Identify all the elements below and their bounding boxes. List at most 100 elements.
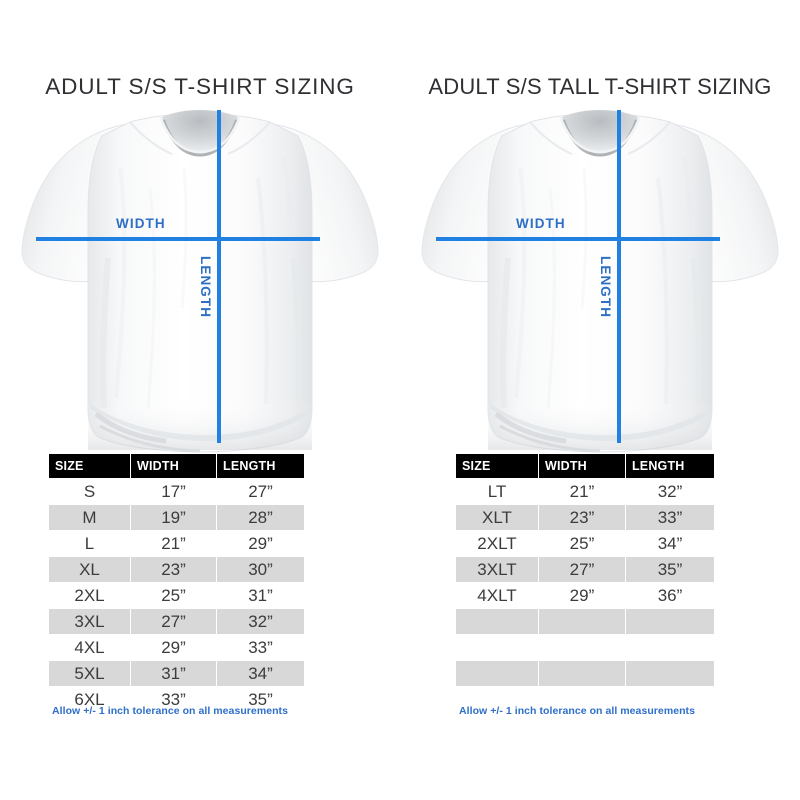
cell-width: 27” [538, 557, 625, 582]
cell-size [456, 635, 538, 660]
table-row: LT 21” 32” [456, 479, 714, 504]
cell-length: 32” [217, 609, 304, 634]
cell-size: L [49, 531, 130, 556]
length-measure-line [617, 110, 621, 443]
cell-length: 29” [217, 531, 304, 556]
cell-length: 32” [625, 479, 714, 504]
column-header-size: SIZE [456, 454, 538, 478]
table-row: 4XL 29” 33” [49, 635, 304, 660]
cell-length: 28” [217, 505, 304, 530]
width-measure-label: WIDTH [516, 216, 566, 231]
width-measure-label: WIDTH [116, 216, 166, 231]
page-title-adult-ss-tall: ADULT S/S TALL T-SHIRT SIZING [428, 74, 772, 99]
cell-size [456, 661, 538, 686]
cell-size: S [49, 479, 130, 504]
cell-width: 23” [538, 505, 625, 530]
cell-size [456, 687, 538, 712]
cell-width: 33” [131, 687, 216, 712]
cell-length: 33” [625, 505, 714, 530]
table-row: 6XL 33” 35” [49, 687, 304, 712]
table-row: 3XLT 27” 35” [456, 557, 714, 582]
tshirt-diagram-adult-ss-tall: WIDTH LENGTH [412, 108, 788, 453]
cell-width: 23” [131, 557, 216, 582]
panel-adult-ss-tall: ADULT S/S TALL T-SHIRT SIZING [400, 0, 800, 800]
cell-size: 4XLT [456, 583, 538, 608]
column-header-size: SIZE [49, 454, 130, 478]
table-header-row: SIZE WIDTH LENGTH [49, 454, 304, 478]
cell-width: 17” [131, 479, 216, 504]
cell-length [625, 687, 714, 712]
cell-size: 3XLT [456, 557, 538, 582]
cell-size: XL [49, 557, 130, 582]
tolerance-note: Allow +/- 1 inch tolerance on all measur… [459, 705, 695, 717]
size-table-adult-ss-tall: SIZE WIDTH LENGTH LT 21” 32” XLT 23” 33”… [455, 453, 715, 713]
cell-length: 34” [625, 531, 714, 556]
cell-size: XLT [456, 505, 538, 530]
cell-size: LT [456, 479, 538, 504]
cell-width: 31” [131, 661, 216, 686]
cell-length: 35” [625, 557, 714, 582]
table-row: XL 23” 30” [49, 557, 304, 582]
cell-length [625, 635, 714, 660]
table-row: M 19” 28” [49, 505, 304, 530]
cell-size: 2XL [49, 583, 130, 608]
tshirt-diagram-adult-ss: WIDTH LENGTH [12, 108, 388, 453]
column-header-width: WIDTH [131, 454, 216, 478]
cell-width: 21” [131, 531, 216, 556]
length-measure-label: LENGTH [198, 256, 213, 319]
cell-size: M [49, 505, 130, 530]
cell-length: 31” [217, 583, 304, 608]
table-row-empty [456, 687, 714, 712]
cell-size: 6XL [49, 687, 130, 712]
cell-width [538, 661, 625, 686]
size-table-adult-ss: SIZE WIDTH LENGTH S 17” 27” M 19” 28” L [48, 453, 305, 713]
table-row-empty [456, 609, 714, 634]
table-row: S 17” 27” [49, 479, 304, 504]
cell-width: 21” [538, 479, 625, 504]
cell-length: 33” [217, 635, 304, 660]
cell-length [625, 609, 714, 634]
table-row: 2XL 25” 31” [49, 583, 304, 608]
cell-width: 27” [131, 609, 216, 634]
cell-width: 29” [131, 635, 216, 660]
cell-size [456, 609, 538, 634]
length-measure-line [217, 110, 221, 443]
cell-size: 4XL [49, 635, 130, 660]
table-row-empty [456, 661, 714, 686]
cell-length: 30” [217, 557, 304, 582]
table-row: 2XLT 25” 34” [456, 531, 714, 556]
cell-length [625, 661, 714, 686]
cell-width: 25” [538, 531, 625, 556]
cell-width [538, 635, 625, 660]
cell-length: 35” [217, 687, 304, 712]
column-header-width: WIDTH [538, 454, 625, 478]
table-row: L 21” 29” [49, 531, 304, 556]
cell-size: 5XL [49, 661, 130, 686]
width-measure-line [436, 237, 720, 241]
table-row: 4XLT 29” 36” [456, 583, 714, 608]
column-header-length: LENGTH [217, 454, 304, 478]
cell-length: 27” [217, 479, 304, 504]
panel-adult-ss: ADULT S/S T-SHIRT SIZING [12, 74, 388, 717]
column-header-length: LENGTH [625, 454, 714, 478]
table-row: XLT 23” 33” [456, 505, 714, 530]
cell-width: 25” [131, 583, 216, 608]
tshirt-illustration [21, 110, 379, 453]
page-title-adult-ss: ADULT S/S T-SHIRT SIZING [45, 74, 355, 99]
tolerance-note: Allow +/- 1 inch tolerance on all measur… [52, 705, 288, 717]
cell-size: 3XL [49, 609, 130, 634]
table-row: 5XL 31” 34” [49, 661, 304, 686]
table-row-empty [456, 635, 714, 660]
cell-width [538, 609, 625, 634]
table-row: 3XL 27” 32” [49, 609, 304, 634]
cell-length: 34” [217, 661, 304, 686]
length-measure-label: LENGTH [598, 256, 613, 319]
cell-length: 36” [625, 583, 714, 608]
cell-width: 19” [131, 505, 216, 530]
cell-width: 29” [538, 583, 625, 608]
table-header-row: SIZE WIDTH LENGTH [456, 454, 714, 478]
width-measure-line [36, 237, 320, 241]
cell-size: 2XLT [456, 531, 538, 556]
cell-width [538, 687, 625, 712]
